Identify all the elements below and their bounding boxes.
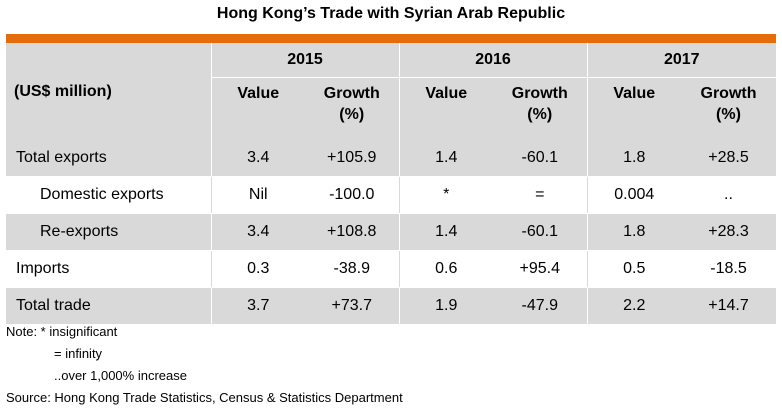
table-cell: 3.4 — [210, 140, 305, 177]
table-row: Imports 0.3 -38.9 0.6 +95.4 0.5 -18.5 — [6, 250, 776, 288]
table-cell: 3.4 — [210, 213, 305, 251]
table-row: Total trade 3.7 +73.7 1.9 -47.9 2.2 +14.… — [6, 287, 776, 325]
note-over-increase: ..over 1,000% increase — [54, 368, 187, 383]
year-header-2015: 2015 — [210, 43, 399, 78]
table-row: Domestic exports Nil -100.0 * = 0.004 .. — [6, 176, 776, 214]
value-header: Value — [586, 77, 681, 140]
table-cell: 0.6 — [398, 250, 493, 288]
row-label: Imports — [6, 250, 211, 288]
table-cell: +28.5 — [681, 140, 776, 177]
table-cell: +73.7 — [305, 287, 399, 325]
table-cell: +105.9 — [305, 140, 399, 177]
table-cell: 0.5 — [586, 250, 681, 288]
growth-header: Growth (%) — [700, 85, 757, 123]
table-cell: * — [398, 176, 493, 214]
note-infinity: = infinity — [54, 346, 103, 361]
table-cell: -60.1 — [493, 140, 587, 177]
value-header: Value — [398, 77, 493, 140]
table-cell: -47.9 — [493, 287, 587, 325]
table-notes: Note: * insignificant = infinity ..over … — [6, 321, 403, 409]
table-cell: +28.3 — [681, 213, 776, 251]
accent-bar — [6, 34, 776, 43]
table-cell: 1.4 — [398, 140, 493, 177]
year-header-2017: 2017 — [586, 43, 776, 78]
table-cell: .. — [681, 176, 776, 214]
growth-header: Growth (%) — [323, 85, 380, 123]
unit-header: (US$ million) — [6, 43, 211, 140]
table-cell: Nil — [210, 176, 305, 214]
table-cell: +95.4 — [493, 250, 587, 288]
table-cell: 1.8 — [586, 213, 681, 251]
row-label: Re-exports — [6, 213, 211, 251]
table-cell: -18.5 — [681, 250, 776, 288]
table-cell: 2.2 — [586, 287, 681, 325]
table-cell: 1.4 — [398, 213, 493, 251]
table-cell: +14.7 — [681, 287, 776, 325]
row-label: Total trade — [6, 287, 211, 325]
source-note: Source: Hong Kong Trade Statistics, Cens… — [6, 390, 403, 405]
table-cell: -38.9 — [305, 250, 399, 288]
table-cell: 0.004 — [586, 176, 681, 214]
table-cell: = — [493, 176, 587, 214]
table-cell: 0.3 — [210, 250, 305, 288]
row-label: Domestic exports — [6, 176, 211, 214]
table-cell: -60.1 — [493, 213, 587, 251]
growth-header: Growth (%) — [511, 85, 568, 123]
table-cell: 3.7 — [210, 287, 305, 325]
table-cell: +108.8 — [305, 213, 399, 251]
row-label: Total exports — [6, 140, 211, 177]
table-title: Hong Kong’s Trade with Syrian Arab Repub… — [216, 5, 566, 22]
note-insignificant: Note: * insignificant — [6, 324, 118, 339]
trade-table: (US$ million) 2015 2016 2017 Value Growt… — [6, 43, 776, 325]
table-cell: 1.8 — [586, 140, 681, 177]
table-cell: 1.9 — [398, 287, 493, 325]
table-row: Re-exports 3.4 +108.8 1.4 -60.1 1.8 +28.… — [6, 213, 776, 251]
table-cell: -100.0 — [305, 176, 399, 214]
value-header: Value — [210, 77, 305, 140]
table-row: Total exports 3.4 +105.9 1.4 -60.1 1.8 +… — [6, 140, 776, 177]
year-header-2016: 2016 — [398, 43, 587, 78]
